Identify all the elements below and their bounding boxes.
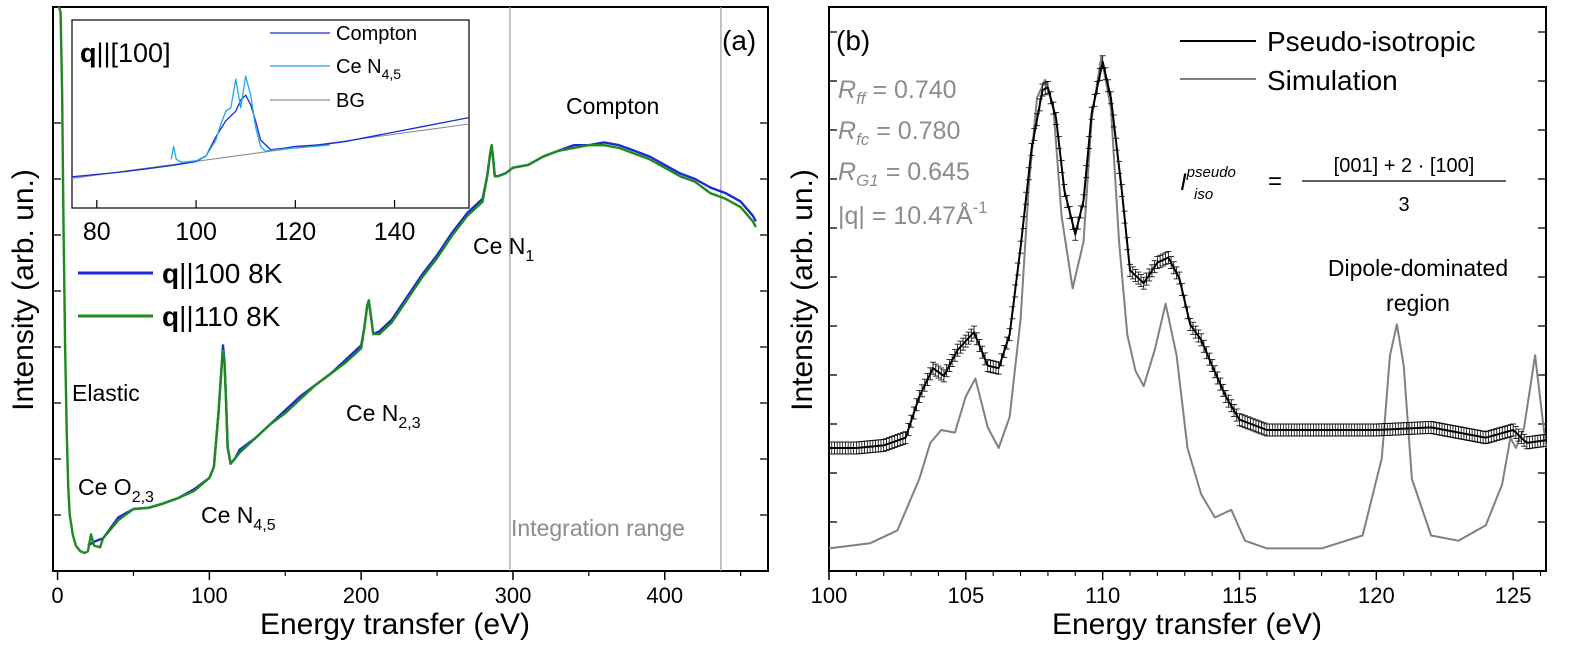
series-q110-line: [57, 5, 757, 555]
panel-a-ticks: 0 100 200 300 400: [51, 122, 768, 608]
inset-series-ce-n45-line: [170, 75, 331, 164]
inset-series: [71, 75, 470, 179]
stat-rfc: Rfc = 0.780: [838, 117, 960, 149]
stat-rg1: RG1 = 0.645: [838, 158, 970, 190]
panel-a-x-tick-label: 400: [646, 583, 683, 608]
inset-x-tick-label: 120: [274, 218, 316, 246]
panel-b-y-axis-label: Intensity (arb. un.): [786, 169, 819, 411]
panel-b-error-bars: [828, 55, 1547, 455]
annotation-integration-range: Integration range: [511, 515, 685, 541]
annotation-ce-n23: Ce N2,3: [346, 400, 421, 432]
formula-denominator: 3: [1398, 194, 1409, 216]
panel-a-frame: [52, 6, 769, 572]
panel-b-frame: [828, 6, 1547, 572]
panel-a-x-tick-label: 200: [343, 583, 380, 608]
panel-b-x-tick-label: 125: [1495, 583, 1532, 608]
inset-series-compton-line: [71, 94, 470, 178]
annotation-ce-n1: Ce N1: [473, 233, 534, 265]
panel-b-ticks: 100 105 110 115 120 125: [811, 31, 1546, 608]
annotation-ce-o23: Ce O2,3: [78, 474, 154, 506]
annotation-elastic: Elastic: [72, 380, 140, 406]
panel-a-label: (a): [722, 25, 756, 56]
panel-a-y-axis-label: Intensity (arb. un.): [7, 169, 40, 411]
panel-b-x-tick-label: 115: [1222, 583, 1257, 608]
region-label-line2: region: [1386, 290, 1450, 316]
inset-legend-label-ce-n45: Ce N4,5: [336, 56, 401, 82]
panel-b: 100 105 110 115 120 125 (b) Pseudo-isotropic …: [786, 6, 1547, 641]
inset-x-tick-label: 140: [374, 218, 416, 246]
inset-ticks: 80 100 120 140: [83, 200, 416, 246]
annotation-ce-n45: Ce N4,5: [201, 502, 276, 534]
inset-legend-label-bg: BG: [336, 90, 365, 112]
panel-b-x-tick-label: 105: [947, 583, 984, 608]
formula: Ipseudo iso = [001] + 2 · [100] 3: [1180, 155, 1506, 216]
panel-a-legend: q||100 8K q||110 8K: [78, 258, 283, 332]
panel-b-x-tick-label: 100: [811, 583, 848, 608]
formula-lhs-sub: iso: [1194, 186, 1213, 203]
panel-a-x-tick-label: 100: [191, 583, 228, 608]
stat-q: |q| = 10.47Å-1: [838, 198, 988, 230]
formula-numerator: [001] + 2 · [100]: [1334, 155, 1475, 177]
region-label-line1: Dipole-dominated: [1328, 255, 1508, 281]
inset-frame: [71, 19, 470, 209]
series-simulation-line: [828, 55, 1547, 550]
inset-title: q||[100]: [80, 38, 171, 68]
panel-a-x-tick-label: 300: [495, 583, 532, 608]
stats-block: Rff = 0.740 Rfc = 0.780 RG1 = 0.645 |q| …: [838, 76, 988, 230]
legend-label-q110: q||110 8K: [162, 301, 281, 332]
panel-b-legend: Pseudo-isotropic Simulation: [1180, 26, 1476, 96]
panel-a-x-axis-label: Energy transfer (eV): [260, 608, 530, 641]
legend-label-q100: q||100 8K: [162, 258, 283, 289]
legend-label-pseudo-isotropic: Pseudo-isotropic: [1267, 26, 1476, 57]
annotation-compton: Compton: [566, 93, 659, 119]
panel-b-x-tick-label: 110: [1085, 583, 1120, 608]
panel-b-x-tick-label: 120: [1358, 583, 1395, 608]
panel-a: 0 100 200 300 400 (a) Elastic Ce O2,3 Ce N4,…: [7, 5, 769, 641]
panel-b-label: (b): [836, 25, 870, 56]
inset: 80 100 120 140 q||[100] Compton Ce N4,5 BG: [71, 19, 470, 246]
inset-x-tick-label: 100: [175, 218, 217, 246]
panel-a-x-tick-label: 0: [51, 583, 63, 608]
inset-legend-label-compton: Compton: [336, 23, 417, 45]
legend-label-simulation: Simulation: [1267, 65, 1398, 96]
formula-lhs: Ipseudo: [1180, 164, 1236, 196]
panel-a-series: [57, 5, 757, 555]
panel-b-x-axis-label: Energy transfer (eV): [1052, 608, 1322, 641]
inset-x-tick-label: 80: [83, 218, 111, 246]
stat-rff: Rff = 0.740: [838, 76, 957, 108]
formula-equals: =: [1268, 168, 1282, 195]
